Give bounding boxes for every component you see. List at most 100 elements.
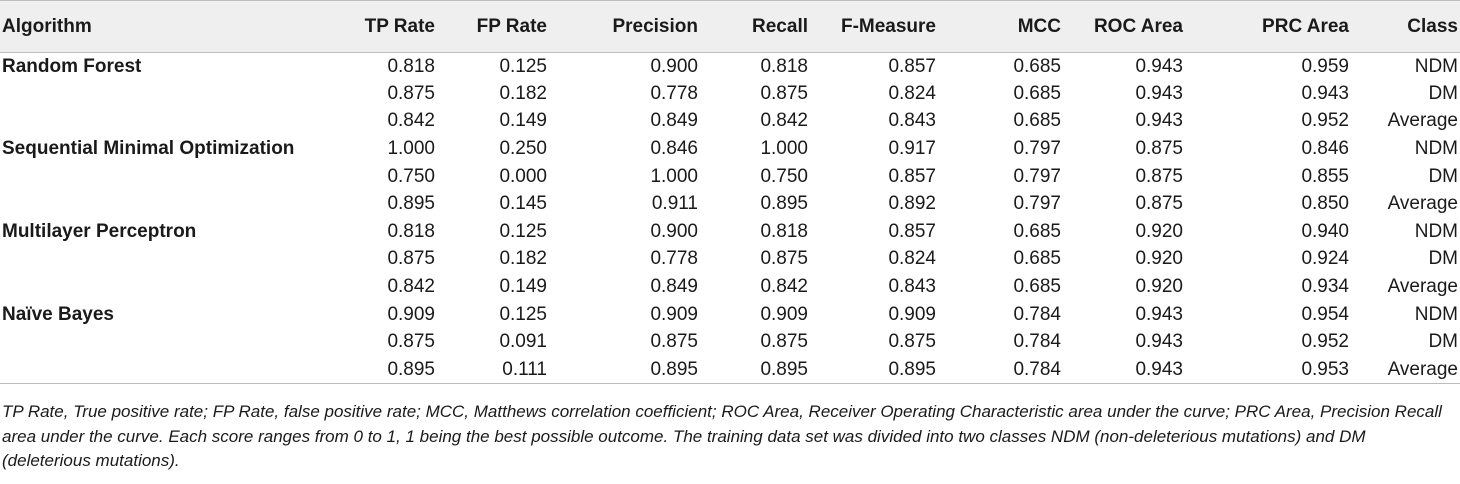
tp-rate-cell: 0.875 — [387, 331, 435, 353]
precision-cell: 0.778 — [650, 248, 698, 270]
mcc-cell: 0.797 — [1013, 193, 1061, 215]
f-measure-cell: 0.895 — [808, 356, 936, 385]
prc-area-cell: 0.954 — [1301, 303, 1349, 325]
roc-area-cell: 0.920 — [1135, 248, 1183, 270]
table-row: 0.895 0.111 0.895 0.895 0.895 0.784 0.943 0.953… — [0, 356, 1460, 385]
table-row: 0.842 0.149 0.849 0.842 0.843 0.685 0.920 0.934… — [0, 273, 1460, 301]
roc-area-cell: 0.943 — [1061, 356, 1183, 385]
table-row: 0.895 0.145 0.911 0.895 0.892 0.797 0.875 0.850… — [0, 190, 1460, 218]
f-measure-cell: 0.824 — [888, 248, 936, 270]
f-measure-cell: 0.824 — [888, 82, 936, 104]
fp-rate-cell: 0.182 — [499, 82, 547, 104]
header-fp-rate: FP Rate — [435, 0, 547, 53]
recall-cell: 0.895 — [698, 356, 808, 385]
class-cell: Average — [1349, 356, 1460, 385]
mcc-cell: 0.797 — [1013, 138, 1061, 160]
prc-area-cell: 0.850 — [1301, 193, 1349, 215]
prc-area-cell: 0.943 — [1301, 82, 1349, 104]
header-tp-rate: TP Rate — [332, 0, 435, 53]
table-row: Multilayer Perceptron 0.818 0.125 0.900 0.81… — [0, 218, 1460, 246]
header-class: Class — [1349, 0, 1460, 53]
mcc-cell: 0.685 — [1013, 55, 1061, 77]
class-cell: NDM — [1414, 138, 1458, 160]
f-measure-cell: 0.857 — [888, 220, 936, 242]
algorithm-name: Multilayer Perceptron — [2, 220, 197, 242]
f-measure-cell: 0.892 — [888, 193, 936, 215]
tp-rate-cell: 1.000 — [387, 138, 435, 160]
recall-cell: 0.875 — [760, 82, 808, 104]
f-measure-cell: 0.857 — [888, 55, 936, 77]
results-table: Algorithm TP Rate FP Rate Precision Reca… — [0, 0, 1460, 385]
prc-area-cell: 0.934 — [1301, 276, 1349, 298]
precision-cell: 0.900 — [650, 55, 698, 77]
class-cell: DM — [1428, 165, 1458, 187]
header-roc-area: ROC Area — [1061, 0, 1183, 53]
fp-rate-cell: 0.149 — [499, 276, 547, 298]
mcc-cell: 0.685 — [1013, 248, 1061, 270]
f-measure-cell: 0.857 — [888, 165, 936, 187]
table-body: Random Forest 0.818 0.125 0.900 0.818 0.857 0.… — [0, 53, 1460, 385]
table-row: 0.842 0.149 0.849 0.842 0.843 0.685 0.943 0.952… — [0, 108, 1460, 136]
tp-rate-cell: 0.875 — [387, 248, 435, 270]
class-cell: NDM — [1414, 220, 1458, 242]
precision-cell: 0.849 — [650, 276, 698, 298]
prc-area-cell: 0.855 — [1301, 165, 1349, 187]
recall-cell: 0.818 — [760, 220, 808, 242]
algorithm-empty-cell — [0, 190, 332, 218]
class-cell: Average — [1387, 276, 1458, 298]
class-cell: DM — [1428, 248, 1458, 270]
fp-rate-cell: 0.111 — [435, 356, 547, 385]
mcc-cell: 0.685 — [1013, 220, 1061, 242]
tp-rate-cell: 0.875 — [387, 82, 435, 104]
algorithm-empty-cell — [0, 80, 332, 108]
mcc-cell: 0.784 — [1013, 331, 1061, 353]
class-cell: NDM — [1414, 303, 1458, 325]
tp-rate-cell: 0.842 — [387, 110, 435, 132]
roc-area-cell: 0.943 — [1135, 331, 1183, 353]
recall-cell: 0.909 — [760, 303, 808, 325]
precision-cell: 0.909 — [650, 303, 698, 325]
class-cell: Average — [1387, 193, 1458, 215]
fp-rate-cell: 0.145 — [499, 193, 547, 215]
table-row: Random Forest 0.818 0.125 0.900 0.818 0.857 0.… — [0, 53, 1460, 81]
recall-cell: 0.842 — [760, 276, 808, 298]
tp-rate-cell: 0.818 — [387, 55, 435, 77]
prc-area-cell: 0.959 — [1301, 55, 1349, 77]
tp-rate-cell: 0.842 — [387, 276, 435, 298]
class-cell: Average — [1387, 110, 1458, 132]
table-row: Naïve Bayes 0.909 0.125 0.909 0.909 0.909 0.78… — [0, 301, 1460, 329]
table-row: 0.750 0.000 1.000 0.750 0.857 0.797 0.875 0.855… — [0, 163, 1460, 191]
mcc-cell: 0.685 — [1013, 276, 1061, 298]
header-prc-area: PRC Area — [1183, 0, 1349, 53]
tp-rate-cell: 0.909 — [387, 303, 435, 325]
f-measure-cell: 0.843 — [888, 276, 936, 298]
mcc-cell: 0.685 — [1013, 82, 1061, 104]
algorithm-name: Naïve Bayes — [2, 303, 114, 325]
mcc-cell: 0.685 — [1013, 110, 1061, 132]
fp-rate-cell: 0.091 — [499, 331, 547, 353]
roc-area-cell: 0.943 — [1135, 55, 1183, 77]
prc-area-cell: 0.953 — [1183, 356, 1349, 385]
roc-area-cell: 0.943 — [1135, 303, 1183, 325]
tp-rate-cell: 0.818 — [387, 220, 435, 242]
table-row: 0.875 0.091 0.875 0.875 0.875 0.784 0.943 0.952… — [0, 328, 1460, 356]
header-row: Algorithm TP Rate FP Rate Precision Reca… — [0, 0, 1460, 53]
recall-cell: 0.842 — [760, 110, 808, 132]
precision-cell: 0.846 — [650, 138, 698, 160]
mcc-cell: 0.784 — [1013, 303, 1061, 325]
algorithm-empty-cell — [0, 356, 332, 385]
header-precision: Precision — [547, 0, 698, 53]
precision-cell: 1.000 — [650, 165, 698, 187]
roc-area-cell: 0.943 — [1135, 82, 1183, 104]
f-measure-cell: 0.843 — [888, 110, 936, 132]
f-measure-cell: 0.875 — [888, 331, 936, 353]
roc-area-cell: 0.875 — [1135, 138, 1183, 160]
tp-rate-cell: 0.895 — [387, 193, 435, 215]
prc-area-cell: 0.846 — [1301, 138, 1349, 160]
precision-cell: 0.849 — [650, 110, 698, 132]
class-cell: DM — [1428, 331, 1458, 353]
prc-area-cell: 0.940 — [1301, 220, 1349, 242]
table-row: Sequential Minimal Optimization 1.000 0.25… — [0, 135, 1460, 163]
algorithm-empty-cell — [0, 108, 332, 136]
algorithm-name: Random Forest — [2, 55, 142, 77]
